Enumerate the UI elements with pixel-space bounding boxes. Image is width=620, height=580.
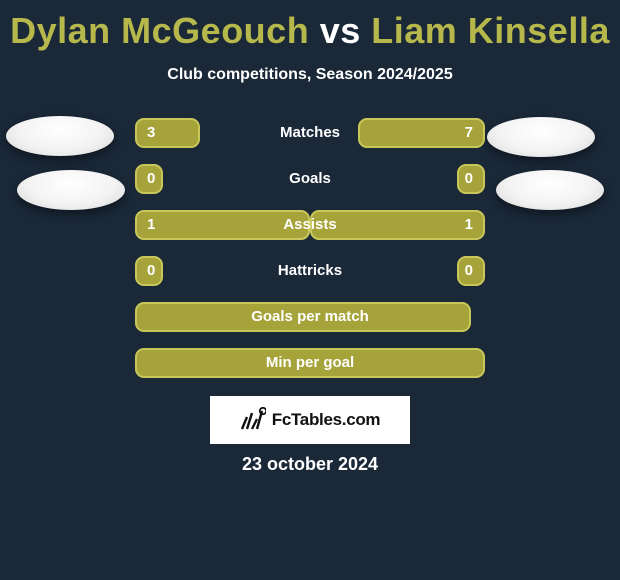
club-logo-left-2 <box>17 170 125 210</box>
stat-row-min-per-goal: Min per goal <box>135 348 485 378</box>
branding-text: FcTables.com <box>272 410 381 430</box>
club-logo-right-1 <box>487 117 595 157</box>
stats-rows: 37Matches 00Goals 11Assists 00Hattricks Goal… <box>0 118 620 378</box>
stat-label: Hattricks <box>135 256 485 286</box>
stat-row-assists: 11Assists <box>135 210 485 240</box>
render-date: 23 october 2024 <box>0 454 620 475</box>
stat-label: Assists <box>135 210 485 240</box>
fctables-logo-icon <box>240 407 266 433</box>
subtitle: Club competitions, Season 2024/2025 <box>0 66 620 84</box>
player1-name: Dylan McGeouch <box>10 10 309 51</box>
stat-label: Min per goal <box>135 348 485 378</box>
vs-label: vs <box>320 10 361 51</box>
branding-badge: FcTables.com <box>210 396 410 444</box>
comparison-title: Dylan McGeouch vs Liam Kinsella <box>0 0 620 52</box>
stat-row-goals: 00Goals <box>135 164 485 194</box>
stat-label: Goals <box>135 164 485 194</box>
club-logo-left-1 <box>6 116 114 156</box>
stat-label: Matches <box>135 118 485 148</box>
player2-name: Liam Kinsella <box>371 10 610 51</box>
club-logo-right-2 <box>496 170 604 210</box>
stat-label: Goals per match <box>135 302 485 332</box>
stat-row-hattricks: 00Hattricks <box>135 256 485 286</box>
stat-row-goals-per-match: Goals per match <box>135 302 485 332</box>
stat-row-matches: 37Matches <box>135 118 485 148</box>
